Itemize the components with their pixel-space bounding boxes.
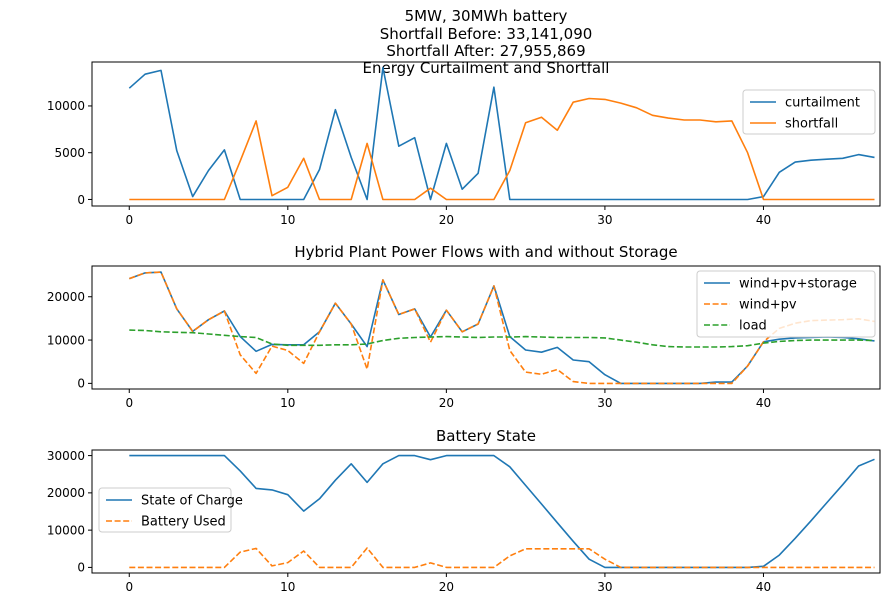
axes-frame bbox=[91, 449, 881, 574]
series-line-state-of-charge bbox=[129, 454, 875, 569]
legend-box bbox=[696, 270, 876, 338]
series-line-battery-used bbox=[129, 547, 875, 569]
x-tick-label: 0 bbox=[125, 580, 133, 594]
chart-title-line: 5MW, 30MWh battery bbox=[405, 7, 568, 25]
x-tick-label: 40 bbox=[756, 396, 771, 410]
legend: wind+pv+storage wind+pv load bbox=[696, 270, 876, 338]
legend-label: State of Charge bbox=[141, 494, 243, 509]
x-tick-label: 20 bbox=[439, 213, 454, 227]
legend-label: wind+pv+storage bbox=[739, 277, 857, 292]
x-tick-label: 20 bbox=[439, 580, 454, 594]
y-tick-label: 10000 bbox=[47, 523, 85, 537]
chart-title-line: Shortfall After: 27,955,869 bbox=[386, 42, 585, 60]
panel-battery-state: Battery State 0 10 20 30 40 0 10000 20000 30000 St… bbox=[47, 427, 881, 594]
chart-title-line: Energy Curtailment and Shortfall bbox=[363, 59, 610, 77]
x-tick-label: 10 bbox=[280, 213, 295, 227]
y-tick-label: 20000 bbox=[47, 290, 85, 304]
y-tick-label: 0 bbox=[77, 377, 85, 391]
x-tick-label: 0 bbox=[125, 213, 133, 227]
y-tick-label: 5000 bbox=[54, 146, 85, 160]
x-tick-label: 10 bbox=[280, 396, 295, 410]
x-tick-label: 10 bbox=[280, 580, 295, 594]
legend-label: shortfall bbox=[785, 117, 838, 132]
y-tick-label: 10000 bbox=[47, 333, 85, 347]
axes-frame bbox=[91, 265, 881, 390]
series-line-wind-pv-storage bbox=[129, 271, 875, 385]
panel-power-flows: Hybrid Plant Power Flows with and withou… bbox=[47, 243, 881, 410]
legend: State of Charge Battery Used bbox=[98, 487, 243, 533]
chart-title: Hybrid Plant Power Flows with and withou… bbox=[294, 243, 677, 261]
x-tick-label: 30 bbox=[597, 396, 612, 410]
legend-label: Battery Used bbox=[141, 515, 226, 530]
series-group bbox=[129, 271, 875, 385]
legend-label: wind+pv bbox=[739, 298, 797, 313]
chart-title: Battery State bbox=[436, 427, 536, 445]
x-tick-label: 30 bbox=[597, 213, 612, 227]
legend-label: load bbox=[739, 319, 767, 334]
x-tick-label: 0 bbox=[125, 396, 133, 410]
x-tick-label: 30 bbox=[597, 580, 612, 594]
series-group bbox=[128, 66, 875, 201]
y-tick-label: 10000 bbox=[47, 99, 85, 113]
legend-label: curtailment bbox=[785, 96, 860, 111]
axes-frame bbox=[91, 61, 881, 207]
y-tick-label: 30000 bbox=[47, 449, 85, 463]
chart-title-line: Shortfall Before: 33,141,090 bbox=[380, 25, 593, 43]
y-tick-label: 0 bbox=[77, 561, 85, 575]
series-line-shortfall bbox=[129, 97, 875, 201]
y-tick-label: 20000 bbox=[47, 486, 85, 500]
y-tick-label: 0 bbox=[77, 193, 85, 207]
x-tick-label: 40 bbox=[756, 213, 771, 227]
series-group bbox=[129, 454, 875, 569]
x-tick-label: 40 bbox=[756, 580, 771, 594]
x-tick-label: 20 bbox=[439, 396, 454, 410]
series-line-curtailment bbox=[128, 66, 875, 201]
series-line-load bbox=[129, 329, 875, 348]
legend: curtailment shortfall bbox=[742, 89, 876, 135]
